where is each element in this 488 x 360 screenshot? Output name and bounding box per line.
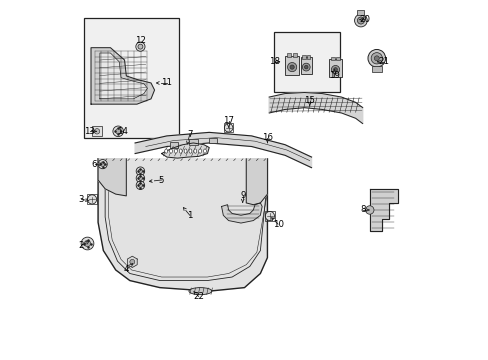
Text: 13: 13 (84, 127, 95, 136)
Bar (87, 194, 97, 204)
Bar (224, 123, 233, 132)
Text: 16: 16 (262, 133, 272, 142)
Bar (286, 53, 291, 57)
Circle shape (357, 17, 364, 24)
Polygon shape (161, 143, 209, 158)
Circle shape (333, 68, 337, 72)
Bar (264, 211, 274, 221)
Circle shape (354, 14, 366, 27)
Circle shape (113, 126, 123, 136)
Circle shape (289, 65, 294, 69)
Ellipse shape (164, 149, 167, 153)
Bar (189, 139, 197, 145)
Text: 4: 4 (123, 265, 129, 274)
Bar (330, 57, 334, 60)
Polygon shape (98, 159, 267, 291)
Circle shape (98, 159, 107, 169)
Text: 14: 14 (117, 127, 128, 136)
Bar (371, 66, 381, 72)
Text: 7: 7 (187, 130, 192, 139)
Bar (84, 18, 179, 138)
Ellipse shape (188, 288, 211, 294)
Bar (92, 126, 102, 136)
Text: 9: 9 (240, 192, 245, 201)
Bar (285, 56, 298, 75)
Text: 21: 21 (378, 57, 388, 66)
Polygon shape (100, 53, 147, 99)
Circle shape (84, 240, 90, 247)
Circle shape (81, 237, 94, 250)
Text: 17: 17 (223, 116, 234, 125)
Text: 8: 8 (359, 206, 365, 215)
Circle shape (136, 181, 144, 189)
Bar (306, 55, 310, 59)
Polygon shape (135, 132, 311, 168)
Polygon shape (246, 159, 267, 205)
Circle shape (265, 211, 274, 221)
Bar (302, 55, 305, 59)
Circle shape (136, 167, 144, 175)
Circle shape (138, 169, 142, 173)
Circle shape (138, 183, 142, 188)
Circle shape (130, 259, 135, 264)
Polygon shape (91, 48, 154, 104)
Ellipse shape (203, 149, 206, 153)
Bar (335, 57, 339, 60)
Text: 20: 20 (358, 15, 369, 24)
Circle shape (287, 63, 296, 72)
Text: 3: 3 (79, 195, 84, 204)
Polygon shape (98, 159, 126, 196)
Circle shape (136, 42, 145, 51)
Circle shape (87, 195, 97, 204)
Text: 12: 12 (135, 36, 145, 45)
Text: 18: 18 (268, 57, 280, 66)
Polygon shape (127, 256, 137, 267)
Bar (357, 10, 364, 15)
Text: 2: 2 (79, 241, 84, 250)
Text: 5: 5 (159, 176, 164, 185)
Ellipse shape (189, 149, 191, 153)
Circle shape (367, 49, 385, 67)
Circle shape (94, 129, 100, 134)
Polygon shape (269, 93, 362, 123)
Bar (292, 53, 296, 57)
Ellipse shape (198, 149, 201, 153)
Circle shape (304, 65, 307, 69)
Bar (329, 59, 341, 77)
Ellipse shape (179, 149, 182, 153)
Circle shape (138, 44, 142, 49)
Circle shape (224, 123, 232, 132)
Ellipse shape (169, 149, 172, 153)
Circle shape (100, 162, 105, 166)
Ellipse shape (184, 149, 186, 153)
Polygon shape (369, 189, 397, 231)
Text: 15: 15 (304, 96, 315, 105)
Bar (300, 57, 311, 73)
Ellipse shape (174, 149, 177, 153)
Text: 1: 1 (187, 211, 192, 220)
Circle shape (302, 63, 309, 71)
Circle shape (365, 206, 373, 214)
Circle shape (370, 53, 382, 64)
Circle shape (115, 129, 121, 134)
Bar (274, 32, 339, 92)
Ellipse shape (193, 149, 196, 153)
Circle shape (136, 174, 144, 183)
Text: 10: 10 (272, 220, 283, 229)
Polygon shape (221, 203, 262, 223)
Text: 19: 19 (328, 71, 339, 80)
Text: 6: 6 (92, 159, 97, 168)
Circle shape (374, 56, 379, 61)
Bar (169, 142, 178, 148)
Text: 11: 11 (161, 78, 172, 87)
Circle shape (138, 176, 142, 180)
Bar (208, 138, 217, 143)
Circle shape (331, 66, 339, 74)
Text: 22: 22 (193, 292, 203, 301)
